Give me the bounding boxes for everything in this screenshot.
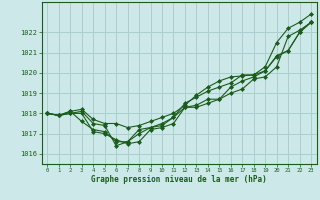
X-axis label: Graphe pression niveau de la mer (hPa): Graphe pression niveau de la mer (hPa) [91,175,267,184]
